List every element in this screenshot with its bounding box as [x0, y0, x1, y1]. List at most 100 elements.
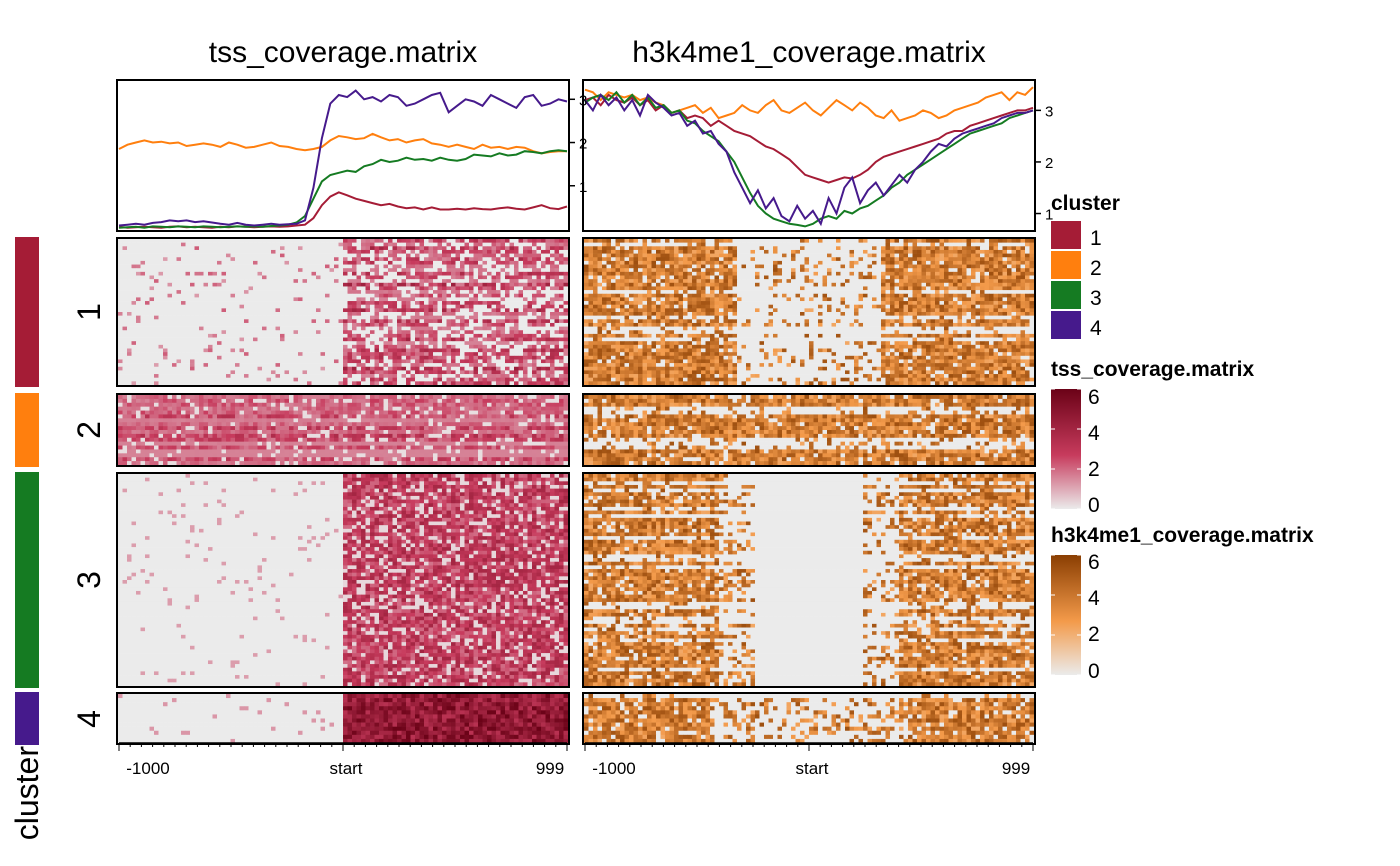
heatmap-cell — [554, 286, 560, 291]
heatmap-cell — [226, 395, 231, 400]
heatmap-cell — [302, 337, 308, 342]
heatmap-cell — [487, 257, 492, 262]
heatmap-cell — [302, 374, 308, 378]
heatmap-cell — [532, 253, 537, 258]
heatmap-cell — [244, 282, 249, 287]
heatmap-cell — [131, 279, 137, 284]
heatmap-cell — [167, 301, 173, 305]
heatmap-cell — [424, 293, 429, 298]
heatmap-cell — [257, 402, 263, 407]
heatmap-cell — [248, 319, 254, 324]
heatmap-cell — [298, 271, 303, 276]
heatmap-cell — [154, 308, 159, 313]
heatmap-cell — [271, 370, 276, 375]
heatmap-cell — [356, 348, 362, 353]
heatmap-cell — [446, 304, 452, 309]
heatmap-cell — [226, 363, 231, 368]
heatmap-cell — [325, 422, 330, 427]
heatmap-cell — [383, 381, 389, 386]
heatmap-cell — [253, 326, 258, 331]
heatmap-cell — [424, 344, 429, 349]
heatmap-cell — [392, 374, 398, 378]
heatmap-cell — [473, 326, 479, 331]
heatmap-cell — [199, 249, 204, 254]
heatmap-cell — [266, 304, 272, 309]
heatmap-cell — [212, 268, 218, 273]
heatmap-cell — [221, 359, 227, 364]
heatmap-cell — [172, 333, 177, 338]
heatmap-cell — [473, 271, 479, 276]
heatmap-cell — [356, 352, 362, 357]
heatmap-cell — [433, 268, 438, 273]
heatmap-cell — [383, 344, 389, 349]
heatmap-cell — [230, 297, 236, 302]
heatmap-cell — [563, 344, 569, 349]
heatmap-cell — [388, 260, 393, 265]
heatmap-cell — [424, 374, 429, 378]
heatmap-cell — [392, 242, 398, 247]
heatmap-cell — [437, 257, 443, 262]
heatmap-cell — [532, 260, 537, 265]
heatmap-cell — [212, 422, 218, 427]
heatmap-cell — [374, 337, 380, 342]
heatmap-cell — [428, 374, 434, 378]
heatmap-cell — [523, 246, 528, 251]
heatmap-cell — [298, 398, 303, 404]
heatmap-cell — [221, 246, 227, 251]
heatmap-cell — [145, 319, 150, 324]
heatmap-cell — [194, 355, 200, 360]
heatmap-cell — [217, 341, 222, 346]
heatmap-cell — [541, 312, 546, 316]
heatmap-cell — [122, 370, 128, 375]
heatmap-cell — [532, 330, 537, 335]
heatmap-cell — [532, 271, 537, 276]
heatmap-cell — [482, 422, 488, 427]
heatmap-cell — [239, 341, 245, 346]
heatmap-cell — [325, 246, 330, 251]
heatmap-cell — [253, 398, 258, 404]
heatmap-cell — [334, 352, 339, 357]
heatmap-cell — [280, 333, 285, 338]
heatmap-cell — [302, 286, 308, 291]
heatmap-cell — [212, 352, 218, 357]
heatmap-cell — [298, 330, 303, 335]
heatmap-cell — [473, 246, 479, 251]
heatmap-cell — [266, 264, 272, 269]
heatmap-cell — [266, 344, 272, 349]
heatmap-cell — [365, 304, 371, 309]
heatmap-cell — [221, 301, 227, 305]
heatmap-cell — [172, 370, 177, 375]
heatmap-cell — [289, 330, 294, 335]
heatmap-cell — [154, 381, 159, 386]
heatmap-cell — [455, 301, 461, 305]
heatmap-cell — [140, 268, 146, 273]
heatmap-cell — [509, 253, 515, 258]
heatmap-cell — [487, 337, 492, 342]
heatmap-cell — [536, 308, 542, 313]
heatmap-cell — [176, 341, 182, 346]
heatmap-cell — [293, 242, 299, 247]
heatmap-cell — [122, 374, 128, 378]
heatmap-cell — [433, 359, 438, 364]
heatmap-cell — [307, 249, 312, 254]
heatmap-cell — [181, 348, 186, 353]
heatmap-cell — [500, 239, 506, 243]
heatmap-cell — [388, 301, 393, 305]
heatmap-cell — [325, 374, 330, 378]
heatmap-cell — [311, 301, 317, 305]
heatmap-cell — [482, 301, 488, 305]
heatmap-cell — [280, 242, 285, 247]
heatmap-cell — [221, 264, 227, 269]
heatmap-cell — [199, 297, 204, 302]
heatmap-cell — [253, 414, 258, 419]
heatmap-cell — [559, 279, 564, 284]
heatmap-cell — [379, 260, 384, 265]
heatmap-cell — [149, 297, 155, 302]
heatmap-cell — [352, 422, 357, 427]
heatmap-cell — [343, 308, 348, 313]
heatmap-cell — [424, 355, 429, 360]
heatmap-cell — [469, 374, 474, 378]
heatmap-cell — [298, 414, 303, 419]
heatmap-cell — [235, 290, 240, 295]
heatmap-cell — [338, 430, 344, 435]
